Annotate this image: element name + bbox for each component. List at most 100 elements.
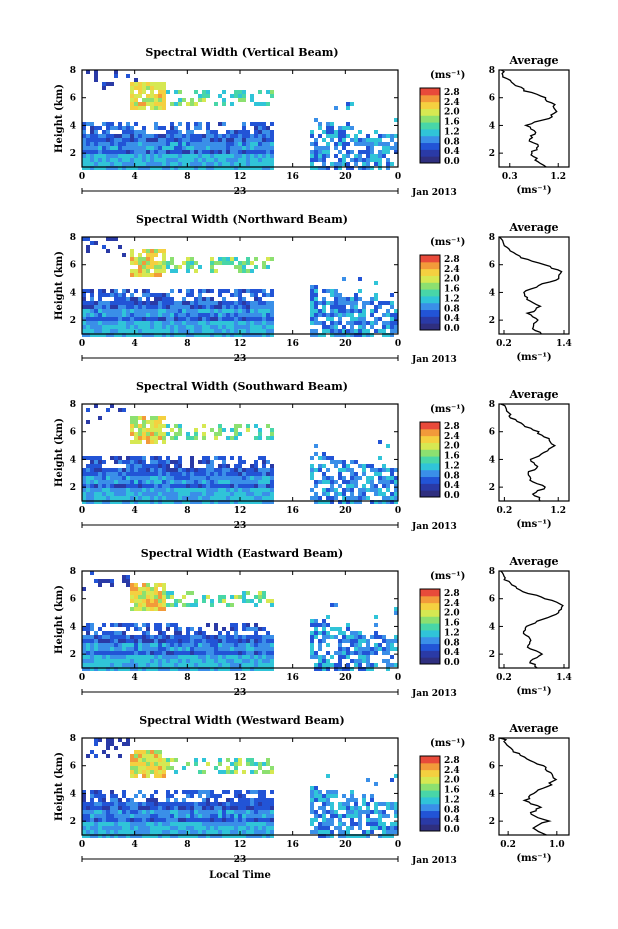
heatmap-cell	[142, 496, 146, 500]
heatmap-cell	[98, 826, 102, 830]
heatmap-cell	[246, 329, 250, 333]
heatmap-cell	[390, 639, 394, 643]
heatmap-cell	[178, 822, 182, 826]
heatmap-cell	[162, 643, 166, 647]
heatmap-cell	[198, 810, 202, 814]
heatmap-cell	[86, 476, 90, 480]
heatmap-cell	[174, 500, 178, 504]
heatmap-cell	[110, 818, 114, 822]
heatmap-cell	[314, 118, 318, 122]
heatmap-cell	[94, 814, 98, 818]
heatmap-cell	[90, 802, 94, 806]
heatmap-cell	[174, 154, 178, 158]
heatmap-cell	[250, 313, 254, 317]
heatmap-cell	[262, 142, 266, 146]
heatmap-cell	[218, 432, 222, 436]
heatmap-cell	[158, 810, 162, 814]
heatmap-cell	[266, 655, 270, 659]
heatmap-cell	[374, 643, 378, 647]
heatmap-cell	[122, 138, 126, 142]
heatmap-cell	[150, 770, 154, 774]
heatmap-cell	[194, 488, 198, 492]
heatmap-cell	[126, 635, 130, 639]
heatmap-cell	[86, 663, 90, 667]
heatmap-cell	[338, 301, 342, 305]
heatmap-cell	[170, 333, 174, 337]
heatmap-cell	[114, 631, 118, 635]
heatmap-cell	[102, 301, 106, 305]
heatmap-cell	[370, 500, 374, 504]
heatmap-cell	[174, 631, 178, 635]
heatmap-cell	[310, 313, 314, 317]
heatmap-cell	[90, 659, 94, 663]
heatmap-cell	[130, 766, 134, 770]
heatmap-cell	[250, 798, 254, 802]
heatmap-cell	[98, 309, 102, 313]
heatmap-cell	[342, 134, 346, 138]
heatmap-cell	[162, 293, 166, 297]
heatmap-cell	[82, 826, 86, 830]
heatmap-cell	[310, 476, 314, 480]
heatmap-cell	[266, 460, 270, 464]
heatmap-cell	[310, 134, 314, 138]
heatmap-cell	[130, 261, 134, 265]
heatmap-cell	[106, 237, 110, 241]
heatmap-cell	[346, 623, 350, 627]
heatmap-cell	[246, 818, 250, 822]
heatmap-cell	[186, 810, 190, 814]
heatmap-cell	[338, 643, 342, 647]
heatmap-cell	[210, 496, 214, 500]
heatmap-cell	[210, 599, 214, 603]
y-tick-label: 8	[70, 400, 76, 410]
heatmap-cell	[178, 488, 182, 492]
heatmap-cell	[310, 162, 314, 166]
heatmap-cell	[222, 790, 226, 794]
heatmap-cell	[202, 146, 206, 150]
heatmap-cell	[338, 472, 342, 476]
heatmap-cell	[154, 647, 158, 651]
heatmap-cell	[182, 134, 186, 138]
heatmap-cell	[366, 146, 370, 150]
heatmap-cell	[174, 305, 178, 309]
heatmap-cell	[162, 770, 166, 774]
heatmap-cell	[394, 822, 398, 826]
heatmap-cell	[82, 138, 86, 142]
heatmap-cell	[98, 492, 102, 496]
heatmap-cell	[134, 663, 138, 667]
heatmap-cell	[130, 595, 134, 599]
heatmap-cell	[202, 822, 206, 826]
heatmap-cell	[166, 90, 170, 94]
heatmap-cell	[330, 480, 334, 484]
heatmap-cell	[82, 162, 86, 166]
heatmap-cell	[178, 325, 182, 329]
heatmap-cell	[378, 134, 382, 138]
heatmap-cell	[158, 754, 162, 758]
heatmap-cell	[158, 496, 162, 500]
heatmap-cell	[394, 146, 398, 150]
heatmap-cell	[94, 78, 98, 82]
heatmap-cell	[98, 460, 102, 464]
heatmap-cell	[358, 166, 362, 170]
heatmap-cell	[94, 790, 98, 794]
heatmap-cell	[118, 492, 122, 496]
heatmap-cell	[142, 476, 146, 480]
heatmap-cell	[222, 830, 226, 834]
heatmap-cell	[126, 456, 130, 460]
heatmap-cell	[386, 162, 390, 166]
avg-y-tick-label: 2	[489, 149, 495, 159]
heatmap-cell	[258, 810, 262, 814]
heatmap-cell	[262, 305, 266, 309]
heatmap-cell	[330, 806, 334, 810]
heatmap-cell	[162, 333, 166, 337]
heatmap-cell	[190, 647, 194, 651]
heatmap-cell	[266, 142, 270, 146]
heatmap-cell	[102, 134, 106, 138]
heatmap-cell	[258, 659, 262, 663]
heatmap-cell	[214, 826, 218, 830]
heatmap-cell	[386, 500, 390, 504]
heatmap-cell	[222, 464, 226, 468]
heatmap-cell	[226, 333, 230, 337]
heatmap-cell	[134, 500, 138, 504]
heatmap-cell	[162, 154, 166, 158]
heatmap-cell	[350, 102, 354, 106]
